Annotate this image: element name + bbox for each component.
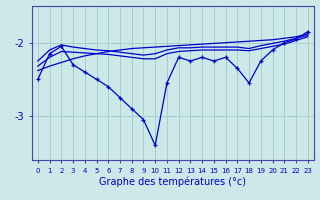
X-axis label: Graphe des températures (°c): Graphe des températures (°c) [99,176,246,187]
